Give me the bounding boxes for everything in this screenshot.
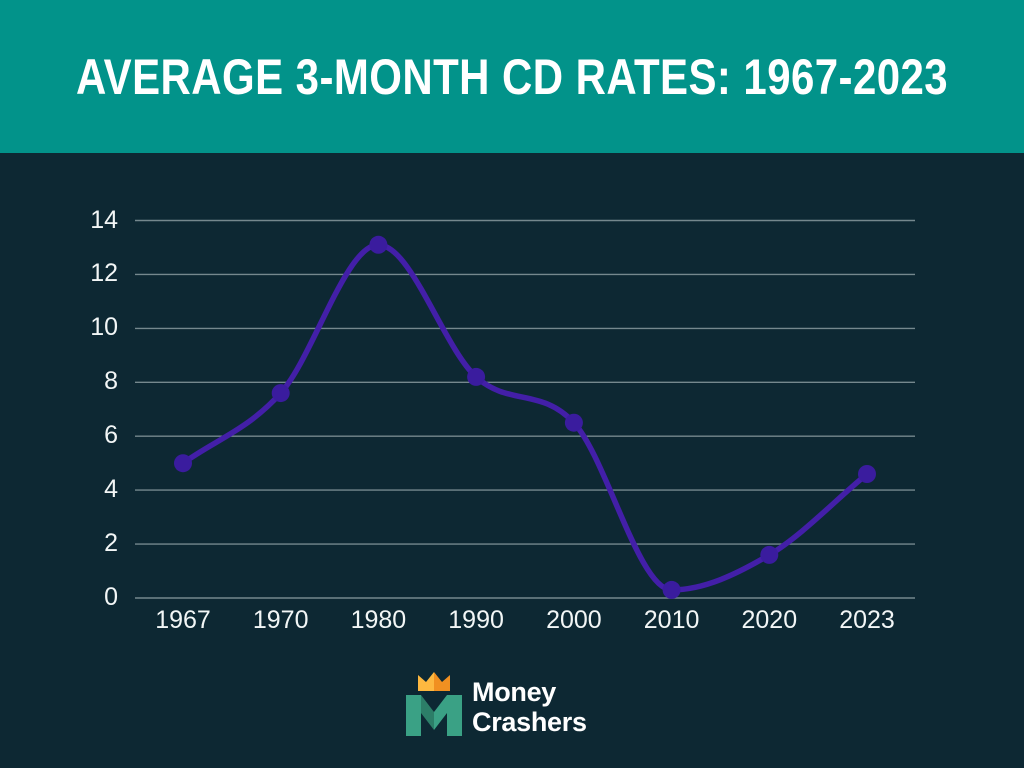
crown-left-shape bbox=[418, 672, 434, 691]
y-tick-label-2: 2 bbox=[104, 529, 118, 558]
data-point-1990 bbox=[467, 367, 486, 386]
brand-wordmark: Money Crashers bbox=[472, 677, 587, 737]
m-chevron-left bbox=[421, 695, 434, 730]
y-tick-label-12: 12 bbox=[90, 259, 118, 288]
y-tick-label-10: 10 bbox=[90, 313, 118, 342]
data-point-2000 bbox=[564, 413, 583, 432]
title-banner: AVERAGE 3-MONTH CD RATES: 1967-2023 bbox=[0, 0, 1024, 153]
crown-right-shape bbox=[434, 672, 450, 691]
y-tick-label-8: 8 bbox=[104, 367, 118, 396]
trend-line bbox=[180, 242, 870, 593]
m-left-limb bbox=[406, 695, 421, 736]
data-point-2020 bbox=[760, 545, 779, 564]
x-tick-label-2023: 2023 bbox=[839, 606, 895, 634]
x-tick-label-1980: 1980 bbox=[350, 606, 407, 634]
y-tick-label-4: 4 bbox=[104, 475, 118, 504]
data-point-2023 bbox=[858, 465, 876, 483]
m-right-limb bbox=[447, 695, 462, 736]
x-tick-label-1990: 1990 bbox=[448, 606, 504, 634]
brand-line2: Crashers bbox=[472, 707, 587, 737]
y-tick-label-14: 14 bbox=[90, 205, 118, 234]
x-tick-label-2000: 2000 bbox=[546, 606, 602, 634]
data-point-1967 bbox=[174, 454, 192, 473]
moneycrashers-logo-icon bbox=[406, 672, 462, 736]
x-tick-label-2020: 2020 bbox=[741, 606, 798, 634]
x-tick-label-1967: 1967 bbox=[155, 606, 211, 634]
data-point-2010 bbox=[662, 580, 681, 599]
brand-line1: Money bbox=[472, 677, 557, 707]
x-tick-label-1970: 1970 bbox=[252, 606, 309, 634]
data-point-1980 bbox=[369, 235, 388, 254]
y-tick-label-6: 6 bbox=[104, 421, 118, 450]
m-chevron-right bbox=[434, 695, 447, 730]
x-tick-label-2010: 2010 bbox=[643, 606, 700, 634]
data-point-1970 bbox=[271, 384, 290, 403]
page-title: AVERAGE 3-MONTH CD RATES: 1967-2023 bbox=[76, 48, 949, 105]
y-tick-label-0: 0 bbox=[104, 582, 118, 611]
